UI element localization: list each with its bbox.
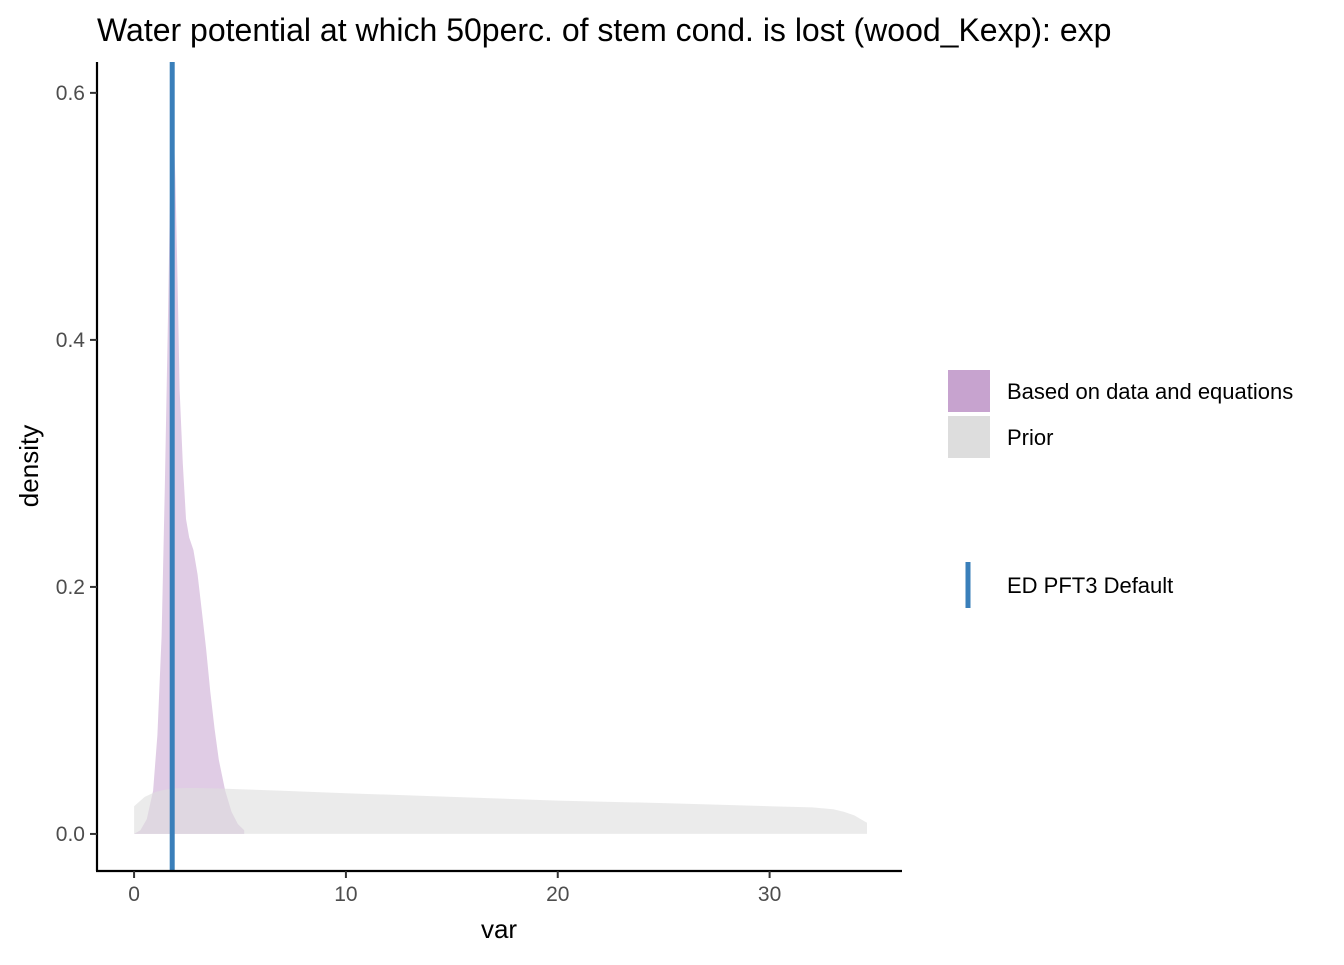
- x-tick-label: 10: [334, 883, 357, 906]
- y-tick-label: 0.0: [56, 823, 85, 846]
- y-tick-label: 0.4: [56, 329, 86, 352]
- plot-area: [134, 62, 868, 871]
- legend-label-based-on-data: Based on data and equations: [1007, 379, 1293, 404]
- legend: Based on data and equations Prior ED PFT…: [948, 370, 1293, 608]
- legend-swatch-prior: [948, 416, 990, 458]
- y-ticks: 0.0 0.2 0.4 0.6: [56, 82, 97, 846]
- density-area-prior: [134, 788, 868, 834]
- density-area-based-on-data-and-equations: [134, 111, 245, 834]
- y-tick-label: 0.2: [56, 576, 85, 599]
- x-tick-label: 0: [128, 883, 140, 906]
- y-tick-label: 0.6: [56, 82, 85, 105]
- legend-label-ed-pft3-default: ED PFT3 Default: [1007, 573, 1173, 598]
- legend-swatch-based-on-data: [948, 370, 990, 412]
- x-tick-label: 20: [546, 883, 569, 906]
- x-tick-label: 30: [758, 883, 781, 906]
- legend-label-prior: Prior: [1007, 425, 1053, 450]
- x-axis-label: var: [481, 914, 517, 944]
- series-layer: [134, 111, 868, 834]
- x-ticks: 0 10 20 30: [128, 871, 781, 906]
- y-axis-label: density: [14, 425, 44, 507]
- chart-title: Water potential at which 50perc. of stem…: [97, 12, 1111, 48]
